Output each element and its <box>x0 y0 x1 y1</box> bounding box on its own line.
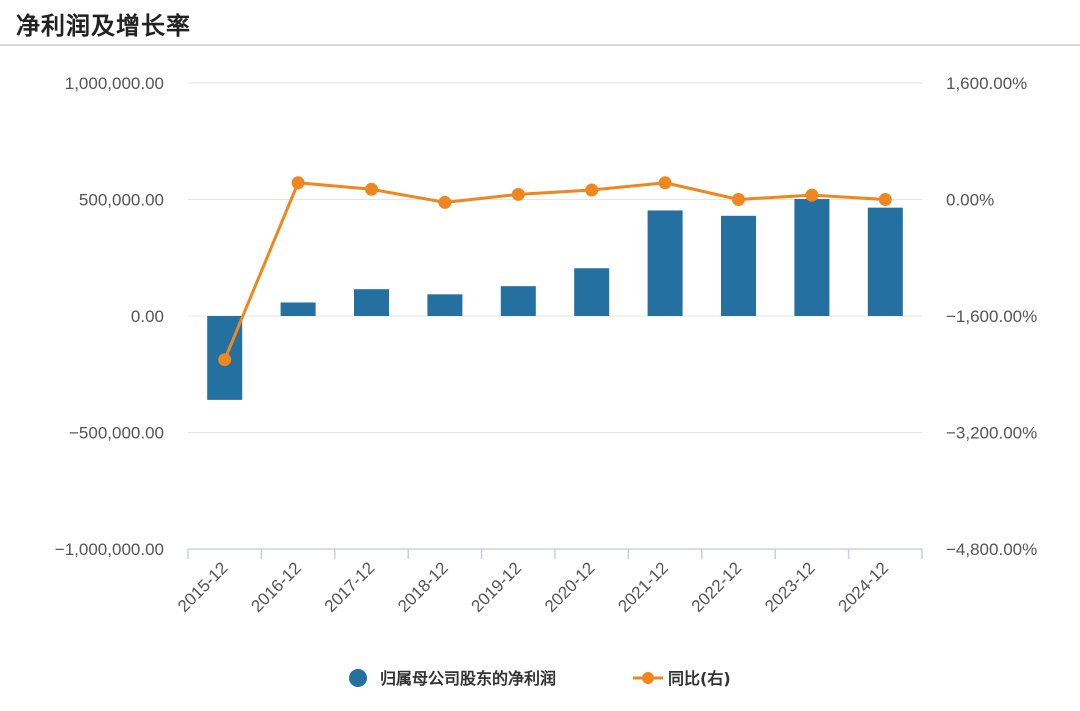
growth-point <box>291 176 305 190</box>
right-tick-label: −4,800.00% <box>946 540 1037 559</box>
growth-point <box>805 188 819 202</box>
right-tick-label: −1,600.00% <box>946 307 1037 326</box>
legend-bar-marker <box>349 669 367 687</box>
bar <box>794 199 830 316</box>
bar <box>721 215 756 316</box>
legend-bar-label: 归属母公司股东的净利润 <box>380 669 556 688</box>
growth-point <box>511 187 525 201</box>
left-tick-label: 1,000,000.00 <box>65 74 164 93</box>
right-tick-label: −3,200.00% <box>946 424 1037 443</box>
title-bar: 净利润及增长率 <box>0 0 1080 46</box>
x-tick-label: 2019-12 <box>468 558 526 616</box>
legend-line-dot <box>642 672 654 684</box>
right-tick-label: 0.00% <box>946 191 994 210</box>
left-tick-label: −1,000,000.00 <box>55 540 164 559</box>
left-tick-label: 0.00 <box>131 307 164 326</box>
left-tick-label: 500,000.00 <box>79 191 164 210</box>
bar <box>867 207 903 316</box>
bar <box>427 294 463 316</box>
growth-point <box>878 193 892 206</box>
growth-line <box>223 181 886 361</box>
chart-title: 净利润及增长率 <box>16 12 191 40</box>
bar <box>647 210 683 316</box>
growth-point <box>732 193 745 206</box>
growth-point <box>365 182 378 196</box>
x-tick-label: 2020-12 <box>541 558 599 616</box>
bar <box>500 286 536 316</box>
growth-point <box>218 353 232 367</box>
legend-line-label: 同比(右) <box>668 669 731 688</box>
x-tick-label: 2017-12 <box>321 558 379 616</box>
growth-point <box>658 176 672 190</box>
x-tick-label: 2015-12 <box>174 558 232 616</box>
x-tick-label: 2023-12 <box>761 558 819 616</box>
x-tick-label: 2024-12 <box>835 558 893 616</box>
x-tick-label: 2018-12 <box>394 558 452 616</box>
x-tick-label: 2016-12 <box>247 558 305 616</box>
x-tick-label: 2022-12 <box>688 558 746 616</box>
right-tick-label: 1,600.00% <box>946 74 1027 93</box>
bar <box>354 289 389 316</box>
growth-point <box>585 183 599 197</box>
bar <box>574 268 610 316</box>
x-tick-label: 2021-12 <box>614 558 672 616</box>
left-tick-label: −500,000.00 <box>69 424 164 443</box>
bar <box>280 302 316 316</box>
growth-point <box>438 195 452 209</box>
